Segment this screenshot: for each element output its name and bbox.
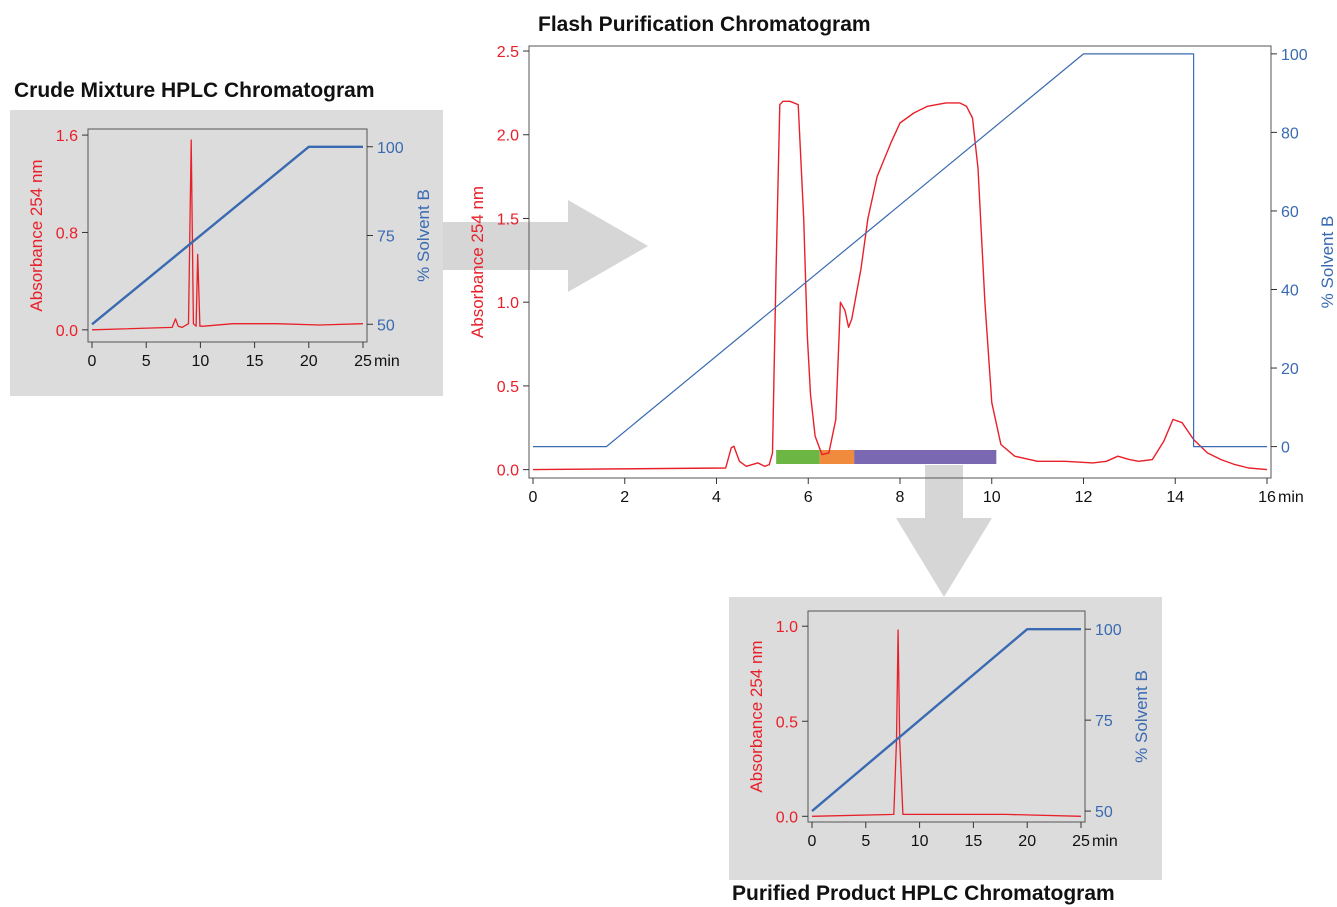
flash-plot-frame <box>528 45 1272 479</box>
flash-y-tick-label: 0.0 <box>497 463 519 480</box>
flash-x-tick-label: 0 <box>529 489 538 506</box>
crude-x-tick-label: 20 <box>300 353 318 370</box>
purified-y2-axis-label: % Solvent B <box>1132 670 1151 763</box>
flash-x-tick-label: 10 <box>983 489 1001 506</box>
flash-y2-axis-label: % Solvent B <box>1318 216 1337 309</box>
purified-x-tick-label: 5 <box>861 833 870 850</box>
purified-y-axis-label: Absorbance 254 nm <box>747 640 766 792</box>
crude-x-tick-label: 5 <box>142 353 151 370</box>
purified-plot-frame <box>807 610 1086 823</box>
purified-x-tick-label: 20 <box>1018 833 1036 850</box>
flash-y2-tick-label: 0 <box>1281 440 1290 457</box>
purified-x-tick-label: 10 <box>911 833 929 850</box>
purified-y-tick-label: 1.0 <box>776 619 798 636</box>
flash-y-tick-label: 2.0 <box>497 128 519 145</box>
purified-chart: 0 5 10 15 20 25 min 0.0 0.5 1.0 50 75 100 Absorbance … <box>747 610 1151 850</box>
flash-x-tick-label: 14 <box>1166 489 1184 506</box>
purified-y2-tick-label: 50 <box>1095 804 1113 821</box>
flash-y-tick-label: 1.5 <box>497 211 519 228</box>
crude-x-tick-label: 10 <box>192 353 210 370</box>
flash-x-tick-label: 8 <box>896 489 905 506</box>
crude-y2-tick-label: 75 <box>377 229 395 246</box>
flash-x-tick-label: 4 <box>712 489 721 506</box>
crude-y2-axis-label: % Solvent B <box>414 189 433 282</box>
purified-absorbance-line <box>811 629 1082 817</box>
crude-absorbance-line <box>91 139 364 331</box>
flash-y-axis-label: Absorbance 254 nm <box>468 186 487 338</box>
flash-x-tick-label: 6 <box>804 489 813 506</box>
crude-x-unit-label: min <box>374 353 400 370</box>
purified-chart-title: Purified Product HPLC Chromatogram <box>732 882 1115 905</box>
flash-y2-tick-label: 40 <box>1281 282 1299 299</box>
flash-x-tick-label: 2 <box>620 489 629 506</box>
flash-chart: 0 2 4 6 8 10 12 14 16 min 0.0 0.5 1.0 1.5 2.0 2.5 0 20 40 6… <box>468 44 1337 506</box>
crude-y-tick-label: 0.8 <box>56 225 78 242</box>
purified-x-tick-label: 15 <box>965 833 983 850</box>
crude-x-tick-label: 0 <box>88 353 97 370</box>
flash-y2-tick-label: 80 <box>1281 125 1299 142</box>
crude-x-tick-label: 15 <box>246 353 264 370</box>
flash-y2-tick-label: 60 <box>1281 204 1299 221</box>
purified-y2-tick-label: 100 <box>1095 622 1122 639</box>
flow-arrow-down <box>896 465 992 597</box>
flash-y-tick-label: 1.0 <box>497 295 519 312</box>
flash-x-unit-label: min <box>1278 489 1304 506</box>
purified-solvent-gradient-line <box>811 628 1081 813</box>
flash-fraction-bar <box>854 450 997 464</box>
flash-solvent-gradient-line <box>533 53 1267 448</box>
crude-chart-title: Crude Mixture HPLC Chromatogram <box>14 79 375 102</box>
flash-absorbance-line <box>532 100 1268 471</box>
purified-y2-tick-label: 75 <box>1095 713 1113 730</box>
flash-x-tick-label: 16 <box>1258 489 1276 506</box>
crude-y-tick-label: 0.0 <box>56 323 78 340</box>
crude-chart: 0 5 10 15 20 25 min 0.0 0.8 1.6 50 75 100 Absorbance … <box>27 128 433 370</box>
crude-y-axis-label: Absorbance 254 nm <box>27 159 46 311</box>
flow-arrow-right <box>443 200 648 292</box>
flash-fraction-bar <box>776 450 820 464</box>
crude-y2-tick-label: 100 <box>377 140 404 157</box>
purified-x-tick-label: 25 <box>1072 833 1090 850</box>
flash-fraction-bar <box>819 450 855 464</box>
purified-y-tick-label: 0.5 <box>776 714 798 731</box>
flash-chart-title: Flash Purification Chromatogram <box>538 13 871 36</box>
purified-x-tick-label: 0 <box>808 833 817 850</box>
flash-x-tick-label: 12 <box>1075 489 1093 506</box>
purified-x-unit-label: min <box>1092 833 1118 850</box>
flash-y2-tick-label: 20 <box>1281 361 1299 378</box>
crude-y2-tick-label: 50 <box>377 317 395 334</box>
crude-y-tick-label: 1.6 <box>56 128 78 145</box>
purified-panel-background <box>729 597 1162 880</box>
flash-y-tick-label: 0.5 <box>497 379 519 396</box>
crude-solvent-gradient-line <box>91 145 363 326</box>
flash-y-tick-label: 2.5 <box>497 44 519 61</box>
crude-x-tick-label: 25 <box>354 353 372 370</box>
purified-y-tick-label: 0.0 <box>776 809 798 826</box>
flash-y2-tick-label: 100 <box>1281 47 1308 64</box>
crude-panel-background <box>10 110 443 396</box>
